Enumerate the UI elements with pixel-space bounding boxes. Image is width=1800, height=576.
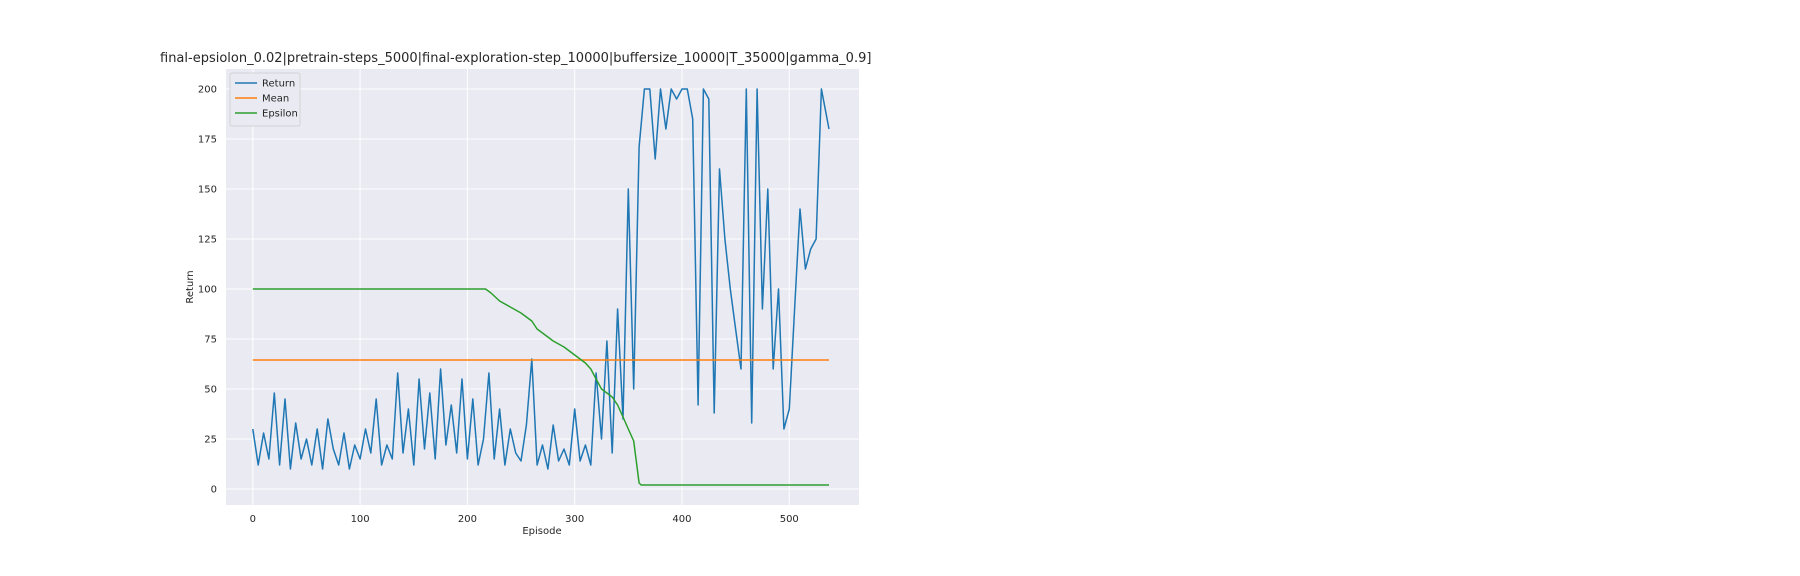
series-line-epsilon xyxy=(252,288,829,486)
y-tick-label: 100 xyxy=(198,285,217,296)
y-tick-label: 75 xyxy=(204,335,217,346)
legend-label: Mean xyxy=(262,94,289,105)
x-tick-label: 300 xyxy=(565,514,584,525)
y-axis-ticks: 0 25 50 75 100 125 150 175 200 xyxy=(198,85,217,496)
x-axis-ticks: 0 100 200 300 400 500 xyxy=(250,514,799,525)
y-tick-label: 0 xyxy=(211,485,217,496)
legend-label: Epsilon xyxy=(262,109,298,120)
y-tick-label: 175 xyxy=(198,135,217,146)
x-tick-label: 500 xyxy=(780,514,799,525)
y-tick-label: 50 xyxy=(204,385,217,396)
y-tick-label: 150 xyxy=(198,185,217,196)
x-tick-label: 100 xyxy=(351,514,370,525)
y-tick-label: 200 xyxy=(198,85,217,96)
x-tick-label: 200 xyxy=(458,514,477,525)
legend: Return Mean Epsilon xyxy=(229,72,301,127)
x-tick-label: 0 xyxy=(250,514,256,525)
y-tick-label: 125 xyxy=(198,235,217,246)
x-tick-label: 400 xyxy=(672,514,691,525)
y-tick-label: 25 xyxy=(204,435,217,446)
x-axis-label: Episode xyxy=(522,526,561,537)
y-axis-label: Return xyxy=(185,270,196,303)
legend-label: Return xyxy=(262,79,295,90)
series-line-return xyxy=(252,88,830,470)
series-lines xyxy=(252,88,830,486)
chart-title: final-epsiolon_0.02|pretrain-steps_5000|… xyxy=(160,51,871,66)
